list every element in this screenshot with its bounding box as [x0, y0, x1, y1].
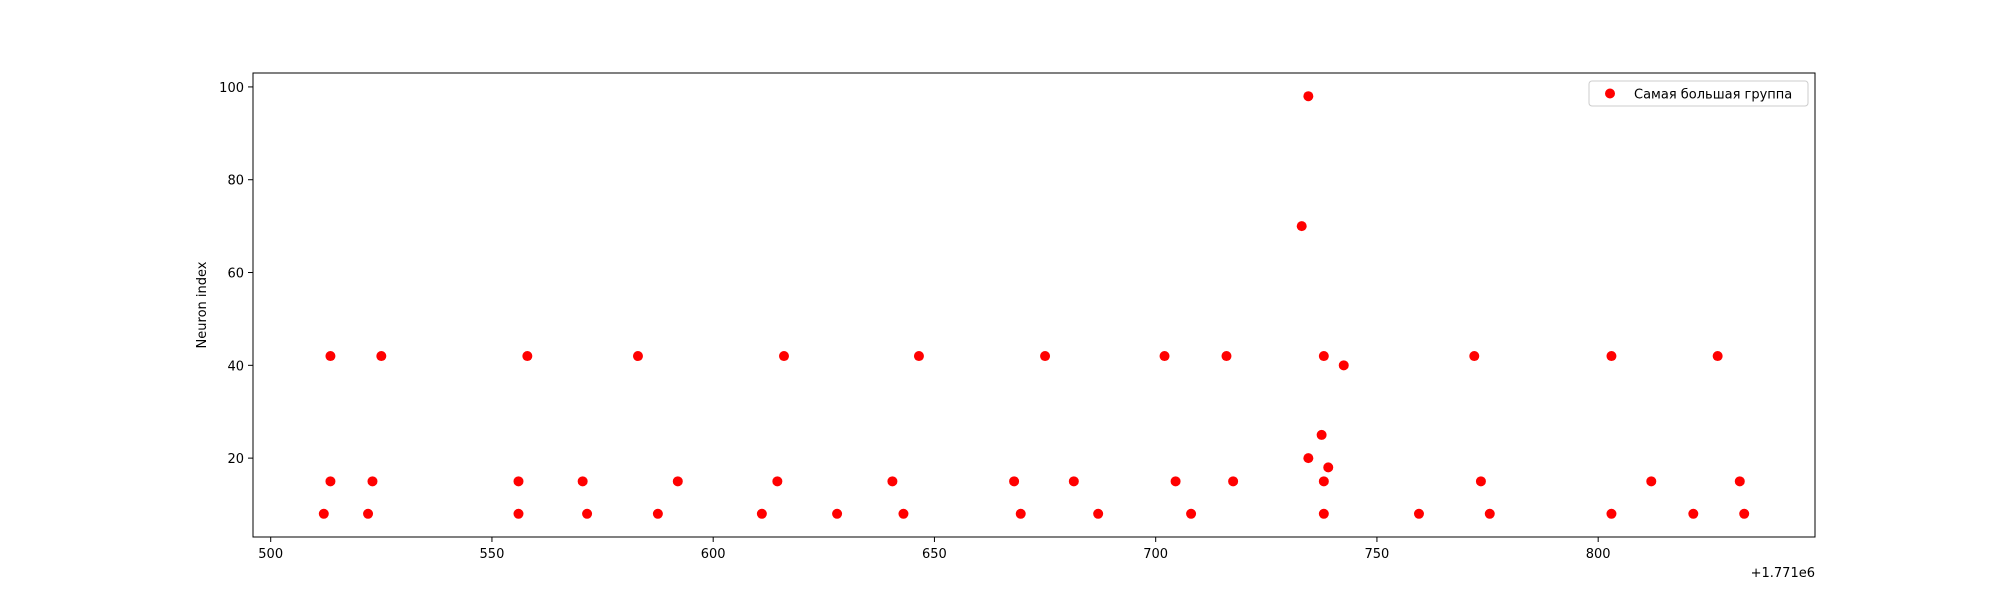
data-point	[513, 508, 524, 519]
x-axis-ticks: 500 550 600 650 700 750 800	[258, 537, 1611, 562]
plot-frame	[252, 72, 1816, 538]
legend-marker	[1605, 88, 1615, 99]
data-point	[325, 351, 336, 362]
y-axis-label: Neuron index	[195, 261, 210, 348]
data-point	[376, 351, 387, 362]
x-tick-label: 650	[922, 547, 947, 562]
data-point	[1170, 476, 1181, 487]
data-point	[887, 476, 898, 487]
data-point	[1338, 360, 1349, 371]
data-point	[898, 508, 909, 519]
y-tick-label: 40	[227, 359, 244, 374]
data-point	[522, 351, 533, 362]
data-point	[778, 351, 789, 362]
data-point	[1093, 508, 1104, 519]
data-point	[1009, 476, 1020, 487]
data-point	[1186, 508, 1197, 519]
x-tick-label: 500	[258, 547, 283, 562]
data-point	[577, 476, 588, 487]
y-tick-label: 100	[219, 81, 244, 96]
legend-label: Самая большая группа	[1634, 88, 1792, 103]
data-point	[513, 476, 524, 487]
data-point	[913, 351, 924, 362]
data-point	[1303, 453, 1314, 464]
y-tick-label: 60	[227, 267, 244, 282]
data-point	[1606, 351, 1617, 362]
data-point	[1413, 508, 1424, 519]
data-point	[1323, 462, 1334, 473]
data-point	[756, 508, 767, 519]
data-point	[318, 508, 329, 519]
data-point	[1318, 351, 1329, 362]
data-point	[1318, 508, 1329, 519]
x-tick-label: 750	[1365, 547, 1390, 562]
data-point	[1296, 221, 1307, 232]
data-point	[632, 351, 643, 362]
data-point	[672, 476, 683, 487]
data-point	[1221, 351, 1232, 362]
data-point	[363, 508, 374, 519]
data-point	[325, 476, 336, 487]
data-point	[1475, 476, 1486, 487]
x-tick-label: 550	[480, 547, 505, 562]
data-point	[1484, 508, 1495, 519]
data-point	[1469, 351, 1480, 362]
data-points	[318, 91, 1750, 519]
y-tick-label: 80	[227, 174, 244, 189]
data-point	[1040, 351, 1051, 362]
data-point	[772, 476, 783, 487]
y-axis-ticks: 20 40 60 80 100	[219, 81, 253, 467]
data-point	[1303, 91, 1314, 102]
data-point	[1228, 476, 1239, 487]
data-point	[1068, 476, 1079, 487]
data-point	[582, 508, 593, 519]
legend-box	[1588, 80, 1809, 107]
x-tick-label: 700	[1143, 547, 1168, 562]
data-point	[367, 476, 378, 487]
legend: Самая большая группа	[1588, 80, 1809, 107]
data-point	[1646, 476, 1657, 487]
data-point	[1316, 429, 1327, 440]
x-axis-offset-label: +1.771e6	[1751, 566, 1815, 581]
data-point	[652, 508, 663, 519]
data-point	[1015, 508, 1026, 519]
data-point	[1159, 351, 1170, 362]
data-point	[832, 508, 843, 519]
data-point	[1734, 476, 1745, 487]
y-tick-label: 20	[227, 452, 244, 467]
data-point	[1739, 508, 1750, 519]
data-point	[1688, 508, 1699, 519]
x-tick-label: 800	[1586, 547, 1611, 562]
data-point	[1318, 476, 1329, 487]
data-point	[1606, 508, 1617, 519]
x-tick-label: 600	[701, 547, 726, 562]
data-point	[1712, 351, 1723, 362]
